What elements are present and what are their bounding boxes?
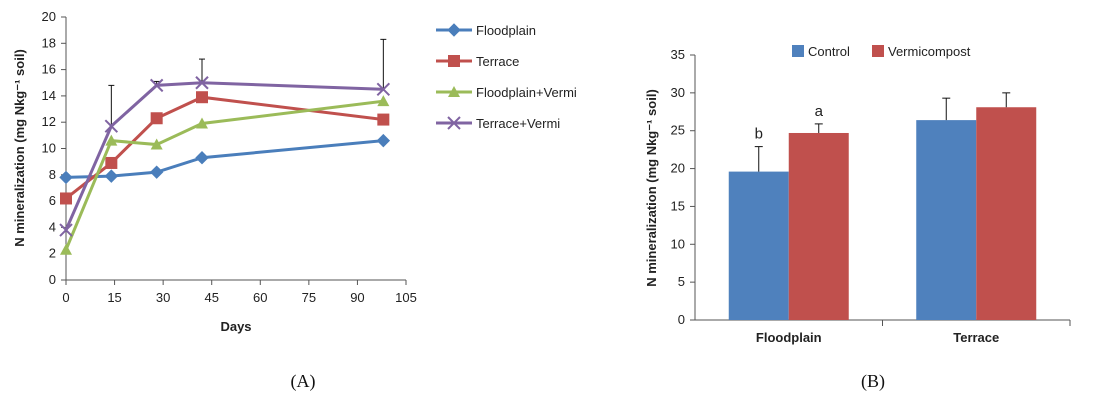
chart-a-legend-label-floodplain: Floodplain <box>476 23 536 38</box>
chart-a-series-line-terrace <box>65 95 384 200</box>
chart-a-y-tick-label: 10 <box>42 141 56 156</box>
chart-a-legend-label-terrace-vermi: Terrace+Vermi <box>476 116 560 131</box>
chart-a-legend-label-floodplain-vermi: Floodplain+Vermi <box>476 85 577 100</box>
chart-a-point-terrace <box>196 91 208 104</box>
chart-a-point-terrace <box>377 113 390 126</box>
chart-a-legend-label-terrace: Terrace <box>476 54 519 69</box>
chart-a-point-terrace <box>60 192 72 205</box>
chart-b-bar-control <box>916 120 977 320</box>
chart-a-point-floodplain-vermi <box>377 95 390 107</box>
chart-a-y-tick-label: 12 <box>42 114 56 129</box>
chart-a-y-tick-label: 4 <box>49 219 56 234</box>
chart-a-point-terrace-vermi-stroke <box>59 223 73 237</box>
chart-b-y-tick-label: 15 <box>671 198 685 213</box>
chart-a-point-terrace-vermi-stroke <box>195 76 209 90</box>
chart-a-point-floodplain <box>149 165 164 179</box>
chart-b-legend-swatch-vermicompost <box>872 45 884 57</box>
chart-b-y-tick-label: 5 <box>678 274 685 289</box>
chart-a-y-tick-label: 6 <box>49 193 56 208</box>
chart-b-bar-vermicompost <box>788 132 849 320</box>
chart-a-point-floodplain <box>104 169 119 183</box>
chart-a-y-tick-label: 0 <box>49 272 56 287</box>
chart-a-xlabel: Days <box>220 319 251 334</box>
chart-a-legend-marker-terrace-vermi-stroke <box>447 116 461 130</box>
chart-a-point-terrace-vermi-stroke <box>376 82 391 97</box>
chart-a-legend-marker-floodplain <box>447 23 461 37</box>
chart-a-point-floodplain-vermi <box>60 243 72 255</box>
chart-a-x-tick-label: 0 <box>62 290 69 305</box>
chart-a-y-tick-label: 2 <box>49 246 56 261</box>
chart-a-y-tick-label: 18 <box>42 35 56 50</box>
chart-a-point-terrace-vermi-stroke <box>149 78 164 93</box>
chart-a-x-tick-label: 90 <box>350 290 364 305</box>
chart-a-point-floodplain-vermi <box>196 117 208 129</box>
chart-b-ylabel: N mineralization (mg Nkg⁻¹ soil) <box>644 89 659 287</box>
chart-a-y-tick-label: 14 <box>42 88 56 103</box>
chart-a-x-tick-label: 60 <box>253 290 267 305</box>
chart-b-y-tick-label: 30 <box>671 85 685 100</box>
chart-a-ylabel: N mineralization (mg Nkg⁻¹ soil) <box>12 49 27 247</box>
chart-a-legend-marker-terrace-vermi <box>447 116 461 130</box>
chart-b-panel-label: (B) <box>861 371 885 392</box>
chart-a-y-tick-label: 20 <box>42 9 56 24</box>
chart-a-x-tick-label: 75 <box>302 290 316 305</box>
chart-a-x-tick-label: 45 <box>204 290 218 305</box>
chart-a-point-floodplain-vermi <box>150 138 163 150</box>
chart-a-point-terrace-vermi <box>195 76 209 90</box>
chart-a-y-tick-label: 16 <box>42 62 56 77</box>
chart-b-legend-label-vermicompost: Vermicompost <box>888 44 971 59</box>
chart-a-x-tick-label: 30 <box>156 290 170 305</box>
chart-a-point-terrace-vermi-stroke <box>104 119 119 133</box>
chart-a-point-floodplain <box>195 150 209 165</box>
chart-b-category-label: Floodplain <box>756 330 822 345</box>
chart-b-category-label: Terrace <box>953 330 999 345</box>
chart-a-point-terrace-vermi <box>59 223 73 237</box>
chart-b-y-tick-label: 0 <box>678 312 685 327</box>
chart-a-x-tick-label: 15 <box>107 290 121 305</box>
chart-b-bar-vermicompost <box>976 107 1037 320</box>
chart-b-y-tick-label: 25 <box>671 123 685 138</box>
chart-a-panel-label: (A) <box>291 371 316 392</box>
chart-b-significance-label: b <box>755 126 763 143</box>
chart-a-point-floodplain-vermi <box>105 134 118 146</box>
chart-b-bar-control <box>728 171 789 320</box>
chart-a-point-floodplain <box>376 133 391 148</box>
chart-b-y-tick-label: 35 <box>671 47 685 62</box>
chart-a-point-terrace <box>150 112 163 125</box>
chart-b-legend-label-control: Control <box>808 44 850 59</box>
chart-a-legend-marker-floodplain-vermi <box>448 86 460 97</box>
chart-b-significance-label: a <box>815 103 824 120</box>
chart-b-y-tick-label: 20 <box>671 161 685 176</box>
chart-a-y-tick-label: 8 <box>49 167 56 182</box>
chart-a-x-tick-label: 105 <box>395 290 417 305</box>
chart-a-point-terrace <box>105 156 118 169</box>
chart-a-point-terrace-vermi <box>104 119 119 133</box>
chart-a-point-terrace-vermi <box>376 82 391 97</box>
chart-b-y-tick-label: 10 <box>671 236 685 251</box>
chart-a-point-terrace-vermi <box>149 78 164 93</box>
chart-b-legend-swatch-control <box>792 45 804 57</box>
chart-a-legend-marker-terrace <box>448 55 460 67</box>
chart-a-point-floodplain <box>59 170 73 185</box>
